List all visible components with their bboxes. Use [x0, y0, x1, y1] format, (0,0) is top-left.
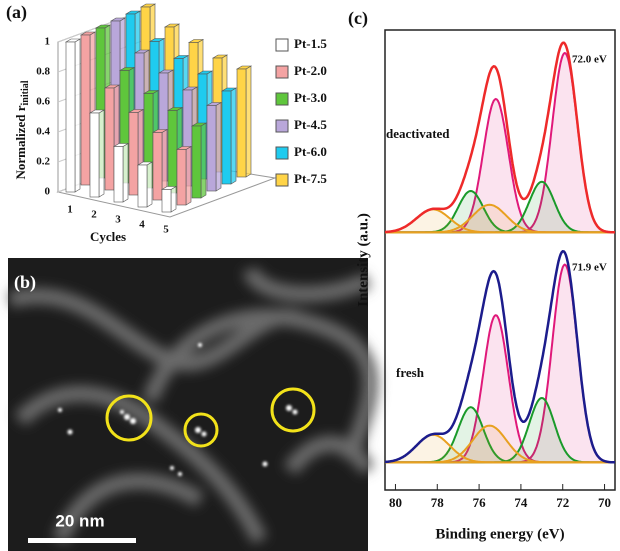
bar	[105, 88, 114, 190]
x-axis-label: Cycles	[90, 229, 126, 244]
bar	[90, 113, 99, 197]
x-tick-label: 72	[556, 495, 569, 510]
bar	[222, 91, 231, 184]
legend-label: Pt-2.0	[294, 63, 327, 78]
bar	[129, 113, 138, 196]
x-tick-label: 76	[473, 495, 487, 510]
bar	[114, 147, 123, 203]
page: {"chart_data": [ {"type": "bar3d", "pane…	[0, 0, 620, 551]
peak-label: 71.9 eV	[572, 262, 607, 274]
y-tick-label: 0.4	[36, 126, 50, 138]
bar	[153, 133, 162, 201]
bar-side	[216, 103, 221, 192]
x-axis-label: Binding energy (eV)	[435, 526, 564, 542]
panel-label: (c)	[348, 8, 368, 29]
x-tick-label: 4	[139, 219, 145, 231]
y-axis-label-sub: initial	[20, 80, 31, 105]
bar	[138, 165, 147, 207]
bar-side	[147, 162, 152, 207]
bar	[168, 111, 177, 194]
bar-side	[201, 123, 206, 198]
legend-label: Pt-4.5	[294, 117, 327, 132]
y-tick-label: 1	[45, 36, 51, 48]
spectrum-label: deactivated	[386, 126, 450, 141]
x-tick-label: 74	[514, 495, 528, 510]
legend-swatch	[276, 120, 288, 132]
x-tick-label: 78	[431, 495, 445, 510]
legend-swatch	[276, 93, 288, 105]
legend-label: Pt-1.5	[294, 36, 327, 51]
bar-side	[123, 144, 128, 203]
legend-label: Pt-3.0	[294, 90, 327, 105]
y-tick-label: 0	[45, 186, 51, 198]
y-axis-label-main: Normalized r	[13, 105, 28, 179]
legend-swatch	[276, 39, 288, 51]
spectrum-label: fresh	[396, 365, 425, 380]
bar	[177, 150, 186, 206]
y-tick-label: 0.2	[36, 156, 50, 168]
legend-swatch	[276, 147, 288, 159]
x-tick-label: 80	[389, 495, 402, 510]
bar-side	[99, 110, 104, 197]
legend-label: Pt-6.0	[294, 144, 327, 159]
figure: (b) 20 nm (a) Normalized rinitial Cycles…	[0, 0, 620, 551]
scale-bar-label: 20 nm	[55, 511, 104, 530]
legend-swatch	[276, 66, 288, 78]
bar	[192, 126, 201, 198]
micrograph	[8, 258, 370, 551]
bar	[66, 42, 75, 192]
legend-swatch	[276, 174, 288, 186]
bar	[207, 106, 216, 192]
bar-side	[246, 66, 251, 177]
y-axis-label: Normalized rinitial	[13, 80, 31, 179]
y-tick-label: 0.6	[36, 96, 50, 108]
bar-side	[75, 39, 80, 192]
bar	[237, 69, 246, 177]
y-axis-label: Intensity (a.u.)	[355, 213, 371, 307]
panel-label: (a)	[6, 2, 27, 23]
bar	[162, 190, 171, 213]
bar	[81, 35, 90, 185]
x-tick-label: 2	[91, 209, 97, 221]
bar-side	[231, 88, 236, 184]
x-tick-label: 70	[598, 495, 611, 510]
x-tick-label: 5	[163, 224, 169, 236]
legend-label: Pt-7.5	[294, 171, 327, 186]
y-tick-label: 0.8	[36, 66, 50, 78]
bar-side	[186, 147, 191, 206]
panel-label: (b)	[14, 272, 36, 293]
x-tick-label: 1	[67, 204, 73, 216]
peak-label: 72.0 eV	[572, 54, 607, 66]
bar-side	[171, 187, 176, 213]
x-tick-label: 3	[115, 214, 121, 226]
